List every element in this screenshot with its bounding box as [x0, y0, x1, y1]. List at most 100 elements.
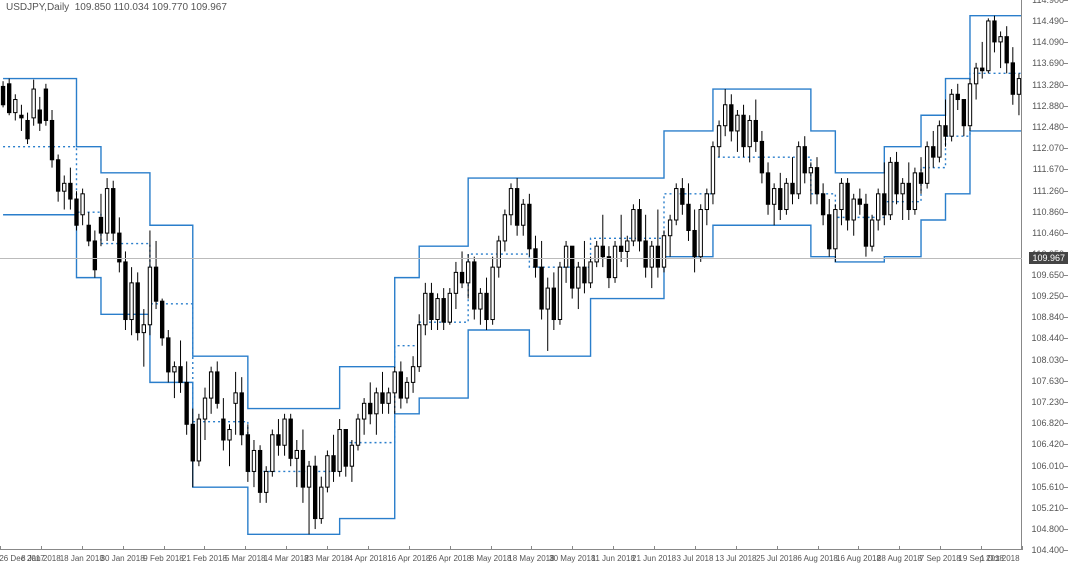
- candle-body: [607, 257, 610, 278]
- ytick-mark: [1063, 212, 1068, 213]
- ohlc-label: 109.850 110.034 109.770 109.967: [75, 2, 227, 13]
- candle-body: [552, 288, 555, 319]
- xtick-label: 25 Jul 2018: [756, 554, 797, 563]
- ytick-label: 107.630: [1031, 376, 1064, 386]
- candle-body: [632, 210, 635, 241]
- candle-body: [399, 372, 402, 398]
- candle-body: [883, 194, 886, 215]
- ytick-label: 105.610: [1031, 482, 1064, 492]
- candle-body: [466, 262, 469, 283]
- candle-body: [387, 393, 390, 403]
- candle-body: [638, 210, 641, 241]
- candle-body: [26, 120, 29, 138]
- candle-body: [815, 168, 818, 194]
- candle-body: [1011, 63, 1014, 94]
- xtick-mark: [777, 546, 778, 550]
- candle-body: [448, 293, 451, 322]
- xtick-mark: [368, 546, 369, 550]
- current-price-line: [0, 258, 1022, 259]
- candle-body: [69, 183, 72, 199]
- candle-body: [50, 120, 53, 159]
- candle-body: [613, 246, 616, 277]
- current-price-tag: 109.967: [1029, 252, 1068, 264]
- candle-body: [313, 466, 316, 518]
- ytick-label: 105.210: [1031, 503, 1064, 513]
- candle-body: [307, 466, 310, 487]
- xtick-label: 3 Jul 2018: [676, 554, 713, 563]
- ytick-label: 108.840: [1031, 312, 1064, 322]
- candle-body: [895, 162, 898, 193]
- candle-body: [20, 115, 23, 118]
- ytick-mark: [1063, 338, 1068, 339]
- ytick-label: 106.820: [1031, 418, 1064, 428]
- candle-body: [124, 262, 127, 320]
- xtick-label: 28 Aug 2018: [877, 554, 922, 563]
- ytick-label: 110.460: [1032, 228, 1064, 238]
- candle-body: [650, 246, 653, 267]
- ytick-mark: [1063, 508, 1068, 509]
- candle-body: [724, 105, 727, 126]
- candle-body: [167, 338, 170, 372]
- candle-body: [93, 241, 96, 270]
- candle-body: [595, 246, 598, 262]
- candle-body: [760, 141, 763, 172]
- ytick-mark: [1063, 106, 1068, 107]
- candle-body: [411, 367, 414, 383]
- xtick-label: 4 Apr 2018: [349, 554, 388, 563]
- candle-body: [344, 430, 347, 467]
- symbol-label: USDJPY: [6, 2, 44, 13]
- candle-body: [681, 189, 684, 205]
- xtick-mark: [818, 546, 819, 550]
- ytick-mark: [1063, 444, 1068, 445]
- xtick-label: 18 May 2018: [508, 554, 554, 563]
- candle-body: [558, 267, 561, 319]
- xtick-mark: [572, 546, 573, 550]
- candle-body: [583, 267, 586, 283]
- plot-svg: [0, 0, 1022, 550]
- ytick-label: 114.090: [1032, 37, 1064, 47]
- ytick-label: 112.880: [1032, 101, 1064, 111]
- candle-body: [644, 241, 647, 267]
- xtick-label: 23 Mar 2018: [305, 554, 350, 563]
- candle-body: [821, 194, 824, 215]
- candle-body: [436, 299, 439, 320]
- candle-body: [338, 430, 341, 472]
- candle-body: [803, 147, 806, 173]
- candle-body: [332, 456, 335, 472]
- candle-body: [944, 126, 947, 136]
- ytick-label: 113.690: [1032, 58, 1064, 68]
- candle-body: [589, 262, 592, 283]
- ytick-label: 106.010: [1031, 461, 1064, 471]
- candle-body: [81, 194, 84, 215]
- candle-body: [907, 183, 910, 209]
- candle-body: [699, 210, 702, 257]
- candle-body: [350, 445, 353, 466]
- ytick-mark: [1063, 466, 1068, 467]
- ytick-label: 111.670: [1033, 164, 1064, 174]
- xtick-mark: [164, 546, 165, 550]
- candle-body: [919, 173, 922, 183]
- ytick-mark: [1063, 381, 1068, 382]
- xtick-label: 21 Feb 2018: [182, 554, 227, 563]
- plot-area[interactable]: [0, 0, 1022, 550]
- ytick-mark: [1063, 487, 1068, 488]
- candle-body: [662, 236, 665, 267]
- candle-body: [99, 217, 102, 233]
- candle-body: [234, 393, 237, 403]
- candle-body: [252, 450, 255, 471]
- candle-body: [779, 189, 782, 210]
- candle-body: [742, 115, 745, 146]
- ytick-mark: [1063, 423, 1068, 424]
- xtick-label: 13 Jul 2018: [715, 554, 756, 563]
- xtick-mark: [123, 546, 124, 550]
- candle-body: [503, 215, 506, 241]
- candle-body: [142, 325, 145, 333]
- candle-body: [846, 183, 849, 220]
- candle-body: [7, 84, 10, 113]
- candle-body: [705, 194, 708, 210]
- ytick-mark: [1063, 529, 1068, 530]
- xtick-mark: [286, 546, 287, 550]
- candle-body: [515, 189, 518, 226]
- candle-body: [485, 293, 488, 319]
- candle-body: [509, 189, 512, 215]
